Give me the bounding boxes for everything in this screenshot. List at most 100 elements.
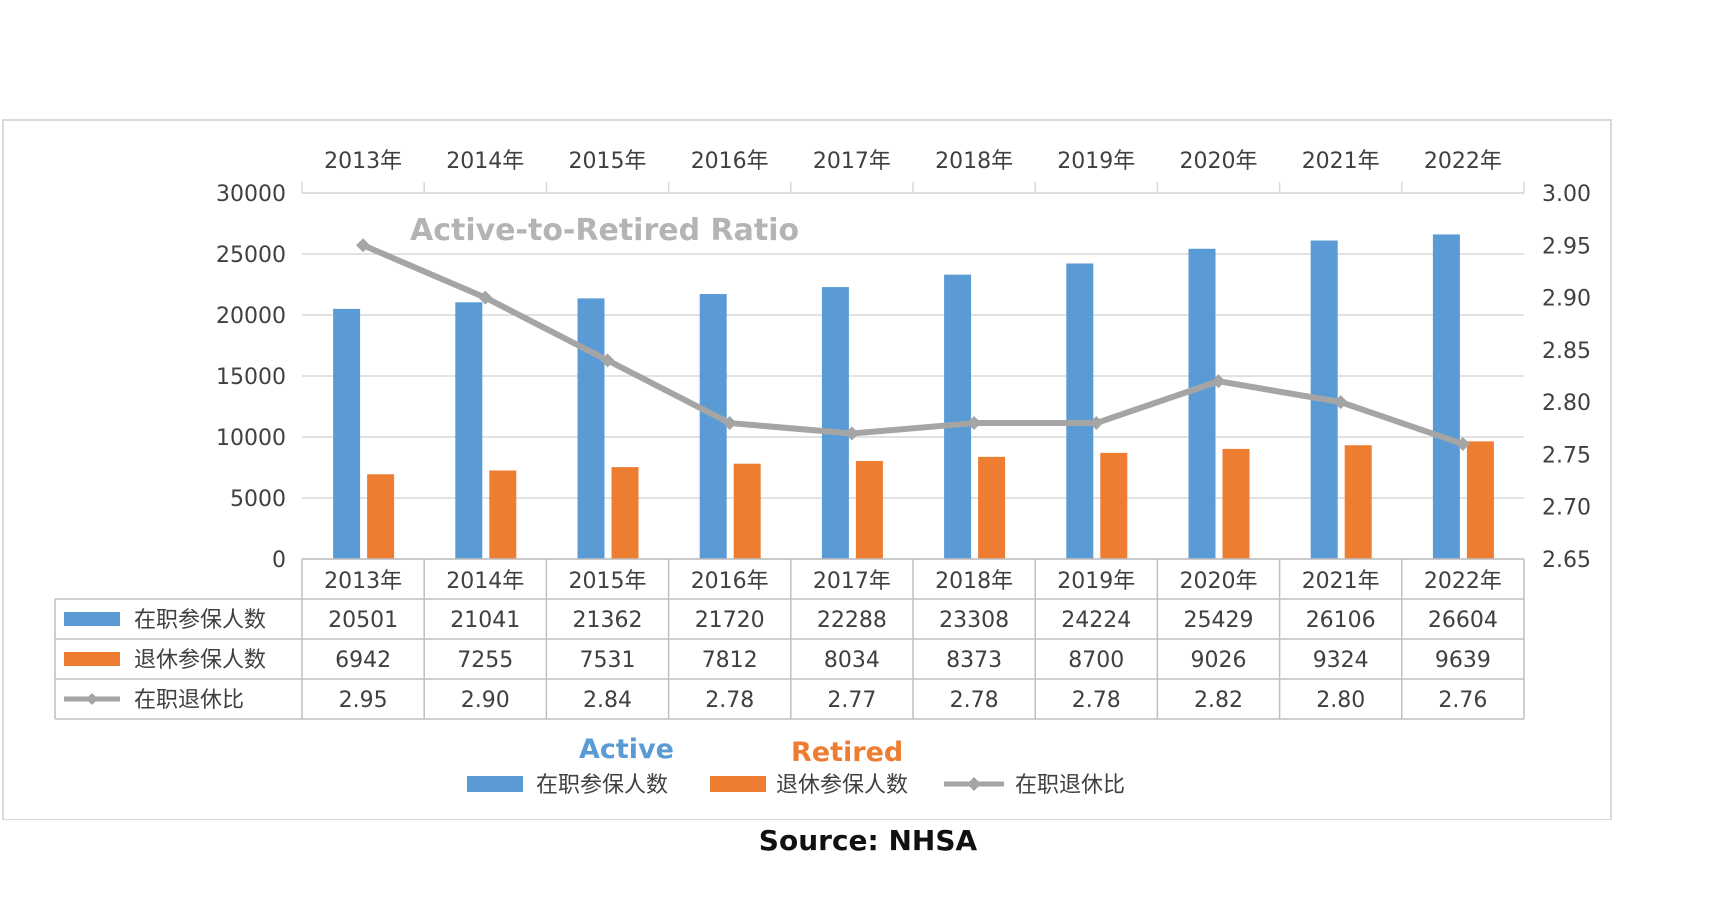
bar-active-2017年: [821, 287, 849, 559]
table-row-key-marker: [86, 693, 98, 705]
table-header-category: 2019年: [1057, 569, 1135, 594]
top-category-label: 2013年: [324, 149, 402, 174]
table-row-label: 退休参保人数: [134, 648, 266, 673]
ratio-point-2015年: [600, 353, 615, 368]
bar-retired-2017年: [855, 460, 883, 559]
legend: 在职参保人数 退休参保人数 在职退休比: [467, 773, 1125, 798]
table-cell: 25429: [1184, 608, 1254, 633]
table-cell: 2.80: [1316, 688, 1365, 713]
table-row-key: [64, 652, 120, 666]
ratio-overlay-title: Active-to-Retired Ratio: [410, 213, 799, 248]
bar-retired-2018年: [978, 456, 1006, 559]
y-right-tick-label: 2.80: [1542, 391, 1591, 416]
legend-key-retired: [710, 776, 766, 792]
table-cell: 6942: [335, 648, 391, 673]
ratio-point-2013年: [356, 238, 371, 253]
ratio-series-line: [361, 242, 1464, 447]
table-header-category: 2014年: [446, 569, 524, 594]
table-cell: 2.78: [1072, 688, 1121, 713]
top-category-label: 2014年: [446, 149, 524, 174]
bar-active-2014年: [455, 302, 483, 559]
top-category-label: 2015年: [569, 149, 647, 174]
table-cell: 20501: [328, 608, 398, 633]
y-left-tick-label: 20000: [216, 304, 286, 329]
bar-active-2018年: [944, 274, 972, 559]
table-row-key: [64, 612, 120, 626]
y-left-tick-label: 25000: [216, 243, 286, 268]
y-right-tick-label: 2.65: [1542, 548, 1591, 573]
table-cell: 21041: [450, 608, 520, 633]
top-category-label: 2016年: [691, 149, 769, 174]
table-cell: 2.82: [1194, 688, 1243, 713]
bar-retired-2022年: [1466, 441, 1494, 559]
table-cell: 22288: [817, 608, 887, 633]
ratio-point-2022年: [1455, 436, 1470, 451]
chart-panel: [2, 119, 1612, 821]
y-left-tick-label: 5000: [230, 487, 286, 512]
table-cell: 8373: [946, 648, 1002, 673]
ratio-point-2020年: [1211, 374, 1226, 389]
bar-active-2022年: [1432, 234, 1460, 559]
ratio-point-2017年: [844, 426, 859, 441]
bar-active-2020年: [1188, 248, 1216, 559]
table-cell: 21720: [695, 608, 765, 633]
top-category-label: 2020年: [1180, 149, 1258, 174]
table-cell: 21362: [573, 608, 643, 633]
table-header-category: 2021年: [1302, 569, 1380, 594]
top-category-label: 2018年: [935, 149, 1013, 174]
table-cell: 8034: [824, 648, 880, 673]
y-right-tick-label: 2.70: [1542, 496, 1591, 521]
ratio-line: [356, 238, 1470, 451]
ratio-point-2019年: [1089, 416, 1104, 431]
bar-retired-2021年: [1344, 445, 1372, 559]
table-cell: 2.90: [461, 688, 510, 713]
table-cell: 9026: [1191, 648, 1247, 673]
data-table: 2013年 2014年 2015年 2016年 2017年 2018年 2019年 2020年…: [54, 558, 1525, 720]
ratio-point-2014年: [478, 290, 493, 305]
table-header-category: 2020年: [1180, 569, 1258, 594]
table-cell: 8700: [1068, 648, 1124, 673]
legend-label-active: 在职参保人数: [536, 773, 668, 798]
legend-label-ratio: 在职退休比: [1015, 773, 1125, 798]
axes: 0 5000 10000 15000 20000 25000 30000 2.65 2.70 2.…: [216, 149, 1591, 573]
bar-retired-2015年: [611, 467, 639, 559]
page-background: [0, 820, 1728, 907]
y-right-tick-label: 2.90: [1542, 287, 1591, 312]
bar-active-2015年: [577, 298, 605, 559]
source-caption: Source: NHSA: [759, 824, 978, 857]
bar-retired-2019年: [1100, 452, 1128, 559]
active-annotation: Active: [579, 734, 674, 765]
table-cell: 2.78: [705, 688, 754, 713]
bar-retired-2016年: [733, 463, 761, 559]
table-cell: 23308: [939, 608, 1009, 633]
table-header-category: 2015年: [569, 569, 647, 594]
bar-retired-2014年: [489, 470, 517, 559]
y-right-tick-label: 2.95: [1542, 234, 1591, 259]
ratio-point-2021年: [1333, 395, 1348, 410]
table-header-category: 2018年: [935, 569, 1013, 594]
y-left-tick-label: 30000: [216, 182, 286, 207]
legend-key-ratio-marker: [967, 777, 981, 791]
table-cell: 2.84: [583, 688, 632, 713]
table-header-category: 2013年: [324, 569, 402, 594]
y-right-tick-label: 3.00: [1542, 182, 1591, 207]
table-cell: 9324: [1313, 648, 1369, 673]
table-cell: 26604: [1428, 608, 1498, 633]
top-category-label: 2019年: [1057, 149, 1135, 174]
top-category-label: 2021年: [1302, 149, 1380, 174]
table-cell: 2.78: [950, 688, 999, 713]
bar-retired-2013年: [367, 474, 395, 559]
y-left-tick-label: 15000: [216, 365, 286, 390]
bar-retired-2020年: [1222, 448, 1250, 559]
y-left-tick-label: 0: [272, 548, 286, 573]
table-header-category: 2017年: [813, 569, 891, 594]
table-cell: 2.76: [1438, 688, 1487, 713]
table-row-label: 在职退休比: [134, 688, 244, 713]
table-header-category: 2016年: [691, 569, 769, 594]
table-cell: 26106: [1306, 608, 1376, 633]
ratio-point-2018年: [967, 416, 982, 431]
top-category-label: 2017年: [813, 149, 891, 174]
retired-annotation: Retired: [791, 737, 903, 768]
table-cell: 2.77: [827, 688, 876, 713]
